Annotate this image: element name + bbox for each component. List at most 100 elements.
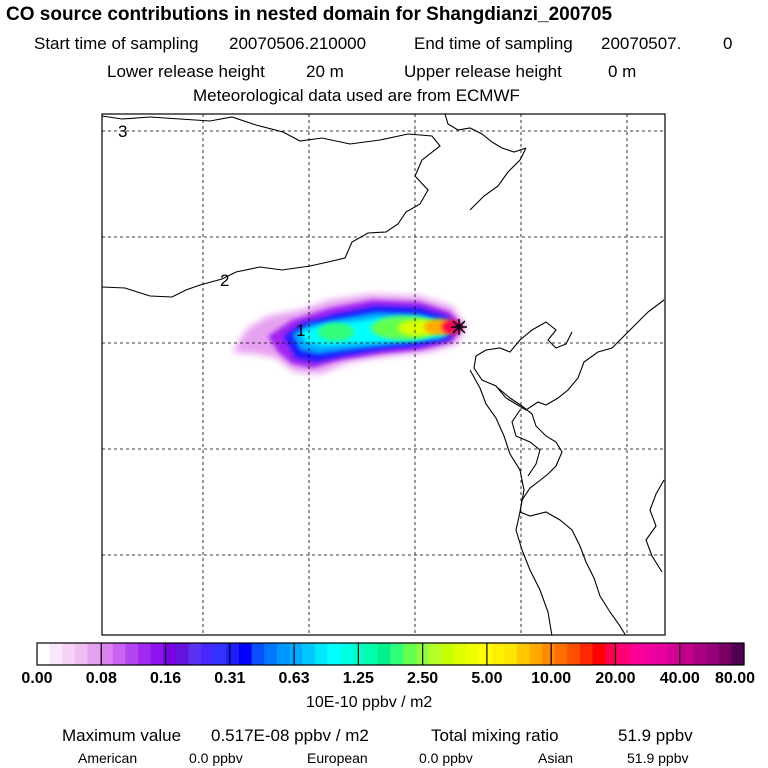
- colorbar-swatch: [718, 643, 732, 665]
- colorbar-swatch: [630, 643, 644, 665]
- colorbar-swatch: [478, 643, 493, 665]
- colorbar-swatch: [49, 643, 63, 665]
- colorbar-swatch: [592, 643, 606, 665]
- colorbar-swatch: [62, 643, 76, 665]
- colorbar-swatch: [529, 643, 543, 665]
- colorbar-swatch: [125, 643, 139, 665]
- colorbar-tick-label: 0.31: [214, 670, 246, 687]
- grid-lines: [102, 114, 665, 635]
- colorbar-swatch: [706, 643, 720, 665]
- colorbar-tick-label: 40.00: [659, 670, 700, 687]
- border-inner: [511, 409, 541, 477]
- start-time-value: 20070506.210000: [229, 34, 367, 53]
- max-value: 0.517E-08 ppbv / m2: [211, 726, 369, 745]
- colorbar-swatch: [74, 643, 89, 665]
- colorbar-tick-label: 2.50: [407, 670, 439, 687]
- total-mixing-label: Total mixing ratio: [431, 726, 559, 745]
- colorbar-swatch: [37, 643, 51, 665]
- upper-height-label: Upper release height: [404, 62, 562, 81]
- map-frame: [101, 113, 666, 636]
- plume-green-1: [318, 323, 354, 341]
- colorbar-swatch: [276, 643, 291, 665]
- colorbar-swatch: [731, 643, 745, 665]
- colorbar-units: 10E-10 ppbv / m2: [306, 694, 433, 711]
- colorbar-swatch: [163, 643, 177, 665]
- colorbar-swatch: [150, 643, 164, 665]
- colorbar-swatch: [365, 643, 379, 665]
- colorbar-tick-label: 1.25: [342, 670, 374, 687]
- colorbar-swatch: [466, 643, 480, 665]
- colorbar: [37, 643, 745, 665]
- border-mid-south: [469, 369, 553, 635]
- border-far-east: [645, 479, 665, 573]
- colorbar-tick-label: 0.63: [278, 670, 310, 687]
- colorbar-swatch: [403, 643, 417, 665]
- plume-layer: [232, 294, 466, 374]
- region-american-value: 0.0 ppbv: [189, 750, 243, 766]
- colorbar-swatch: [605, 643, 619, 665]
- colorbar-swatch: [579, 643, 594, 665]
- colorbar-swatch: [264, 643, 278, 665]
- colorbar-swatch: [314, 643, 328, 665]
- colorbar-swatch: [251, 643, 265, 665]
- region-european-value: 0.0 ppbv: [419, 750, 473, 766]
- colorbar-tick-label: 10.00: [531, 670, 572, 687]
- colorbar-swatch: [188, 643, 202, 665]
- colorbar-tick-label: 5.00: [471, 670, 503, 687]
- colorbar-swatch: [554, 643, 568, 665]
- colorbar-tick-label: 20.00: [595, 670, 636, 687]
- end-time-extra: 0: [723, 34, 733, 53]
- colorbar-swatch: [201, 643, 215, 665]
- colorbar-swatch: [504, 643, 518, 665]
- region-asian-name: Asian: [538, 750, 574, 766]
- colorbar-swatch: [542, 643, 556, 665]
- colorbar-swatch: [352, 643, 366, 665]
- lower-height-value: 20 m: [306, 62, 344, 81]
- colorbar-swatch: [441, 643, 455, 665]
- region-labels: 1 2 3: [118, 122, 305, 340]
- colorbar-swatch: [643, 643, 657, 665]
- colorbar-swatch: [453, 643, 467, 665]
- receptor-marker: [451, 319, 467, 335]
- colorbar-swatch: [390, 643, 404, 665]
- border-north: [102, 115, 441, 298]
- coastlines-borders: [102, 114, 665, 635]
- colorbar-swatch: [87, 643, 101, 665]
- colorbar-swatch: [428, 643, 442, 665]
- colorbar-tick-label: 0.08: [85, 670, 117, 687]
- colorbar-swatch: [516, 643, 530, 665]
- colorbar-frame: [36, 642, 745, 666]
- coast-southeast: [497, 387, 627, 635]
- region-asian-value: 51.9 ppbv: [627, 750, 689, 766]
- lower-height-label: Lower release height: [107, 62, 265, 81]
- met-data-note: Meteorological data used are from ECMWF: [193, 86, 520, 105]
- colorbar-swatch: [617, 643, 631, 665]
- border-upper-east: [469, 147, 527, 211]
- region-label-1: 1: [296, 321, 305, 340]
- colorbar-swatch: [239, 643, 253, 665]
- colorbar-swatch: [100, 643, 114, 665]
- colorbar-swatch: [289, 643, 303, 665]
- colorbar-swatch: [327, 643, 341, 665]
- end-time-label: End time of sampling: [414, 34, 573, 53]
- colorbar-swatch: [213, 643, 227, 665]
- region-european-name: European: [307, 750, 368, 766]
- colorbar-swatch: [491, 643, 505, 665]
- start-time-label: Start time of sampling: [34, 34, 199, 53]
- colorbar-swatch: [655, 643, 669, 665]
- colorbar-swatch: [302, 643, 316, 665]
- colorbar-swatch: [668, 643, 682, 665]
- upper-height-value: 0 m: [608, 62, 637, 81]
- max-value-label: Maximum value: [62, 726, 182, 745]
- colorbar-tick-label: 0.16: [149, 670, 182, 687]
- colorbar-swatch: [138, 643, 152, 665]
- colorbar-swatch: [340, 643, 354, 665]
- total-mixing-value: 51.9 ppbv: [618, 726, 693, 745]
- region-american-name: American: [78, 750, 138, 766]
- end-time-value: 20070507.: [601, 34, 682, 53]
- colorbar-swatch: [226, 643, 240, 665]
- border-northeast: [444, 114, 527, 153]
- colorbar-tick-label: 80.00: [714, 670, 756, 687]
- colorbar-swatch: [693, 643, 707, 665]
- region-label-2: 2: [220, 271, 229, 290]
